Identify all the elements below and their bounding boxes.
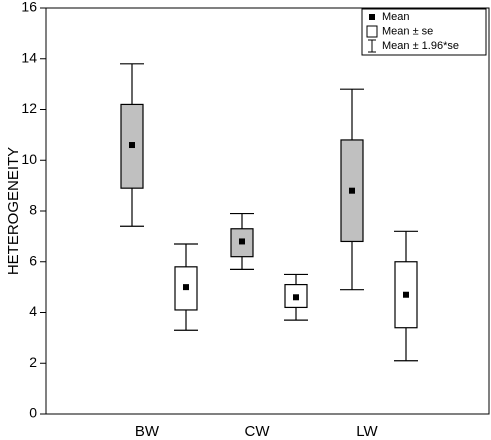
y-tick-label: 16 xyxy=(21,0,37,15)
mean-marker xyxy=(239,238,245,245)
mean-marker xyxy=(403,291,409,298)
y-tick-label: 8 xyxy=(29,202,37,218)
legend-box xyxy=(361,8,487,56)
mean-marker xyxy=(293,294,299,301)
y-tick-label: 6 xyxy=(29,252,37,268)
mean-marker xyxy=(183,284,189,291)
x-tick-label: LW xyxy=(356,423,378,440)
y-tick-label: 2 xyxy=(29,354,37,370)
mean-marker xyxy=(349,187,355,194)
y-tick-label: 14 xyxy=(21,49,37,65)
legend-label: Mean ± 1.96*se xyxy=(382,40,459,52)
legend-icon xyxy=(366,25,378,38)
y-tick-label: 0 xyxy=(29,405,37,421)
legend-icon xyxy=(369,14,375,20)
y-tick-label: 4 xyxy=(29,303,37,319)
y-axis-label: HETEROGENEITY xyxy=(5,147,22,275)
legend-label: Mean xyxy=(382,11,410,23)
y-tick-label: 12 xyxy=(21,100,37,116)
y-tick-label: 10 xyxy=(21,151,37,167)
x-tick-label: BW xyxy=(135,423,160,440)
mean-marker xyxy=(129,142,135,149)
plot-frame xyxy=(45,7,490,415)
legend-label: Mean ± se xyxy=(382,25,433,37)
x-tick-label: CW xyxy=(245,423,271,440)
